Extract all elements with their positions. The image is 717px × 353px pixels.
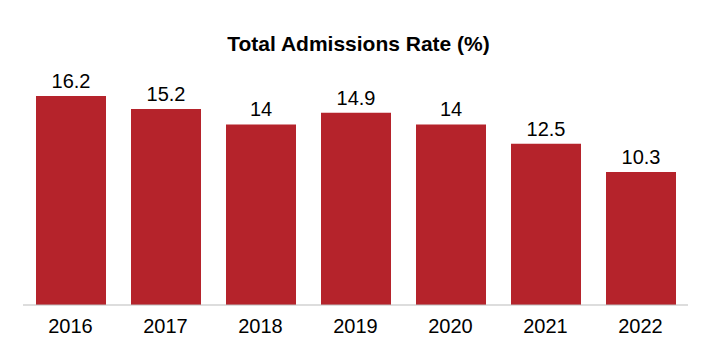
svg-text:2016: 2016: [48, 315, 93, 337]
html-text:Total Admissions Rate (%): Total Admissions Rate (%): [227, 32, 490, 55]
svg-text:15.2: 15.2: [147, 83, 186, 105]
svg-text:14: 14: [440, 98, 462, 120]
svg-text:2019: 2019: [333, 315, 378, 337]
svg-text:2018: 2018: [238, 315, 283, 337]
svg-text:10.3: 10.3: [622, 146, 661, 168]
svg-text:2020: 2020: [428, 315, 473, 337]
svg-text:2017: 2017: [143, 315, 188, 337]
svg-text:16.2: 16.2: [52, 70, 91, 92]
svg-text:12.5: 12.5: [527, 118, 566, 140]
svg-text:2022: 2022: [618, 315, 663, 337]
svg-text:14: 14: [250, 98, 272, 120]
svg-text:14.9: 14.9: [337, 87, 376, 109]
svg-text:2021: 2021: [523, 315, 568, 337]
